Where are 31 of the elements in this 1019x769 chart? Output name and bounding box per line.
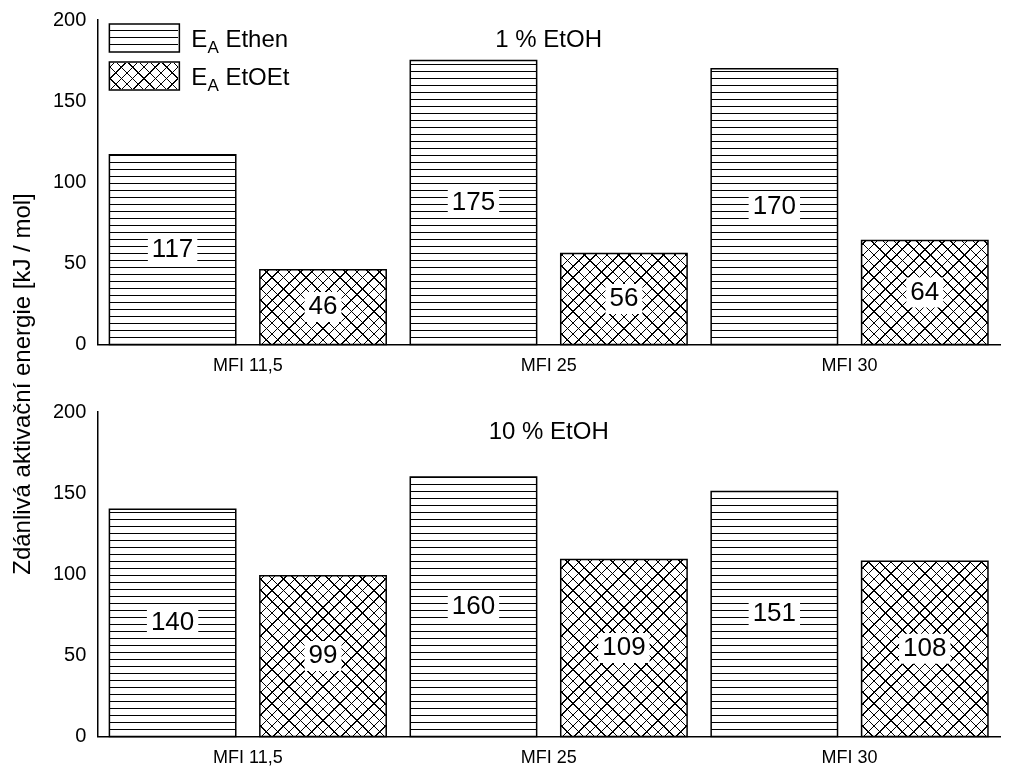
y-tick-label: 50	[64, 250, 87, 273]
x-tick-label: MFI 30	[821, 355, 878, 376]
data-label: 64	[910, 275, 940, 306]
x-tick-label: MFI 11,5	[212, 355, 283, 376]
data-label: 99	[308, 639, 338, 670]
chart-title: 1 % EtOH	[495, 24, 603, 52]
y-tick-label: 50	[64, 642, 87, 665]
y-tick-label: 150	[52, 480, 87, 503]
y-tick-label: 0	[75, 723, 87, 746]
chart-title: 10 % EtOH	[488, 416, 609, 444]
data-label: 175	[451, 185, 496, 216]
x-tick-label: MFI 25	[520, 355, 577, 376]
x-tick-label: MFI 25	[520, 747, 577, 768]
data-label: 170	[752, 189, 797, 220]
data-label: 109	[602, 631, 646, 662]
y-tick-label: 0	[75, 331, 87, 354]
data-label: 117	[151, 232, 194, 263]
y-tick-label: 200	[52, 399, 87, 422]
y-tick-label: 150	[52, 88, 87, 111]
data-label: 56	[609, 282, 639, 313]
y-tick-label: 100	[52, 169, 87, 192]
data-label: 151	[752, 597, 797, 628]
data-label: 108	[903, 631, 947, 662]
data-label: 46	[308, 290, 338, 321]
data-label: 140	[150, 606, 195, 637]
y-tick-label: 100	[52, 561, 87, 584]
x-tick-label: MFI 11,5	[212, 747, 283, 768]
data-label: 160	[451, 589, 496, 620]
y-tick-label: 200	[52, 7, 87, 30]
y-axis-title: Zdánlivá aktivační energie [kJ / mol]	[8, 193, 36, 575]
x-tick-label: MFI 30	[821, 747, 878, 768]
